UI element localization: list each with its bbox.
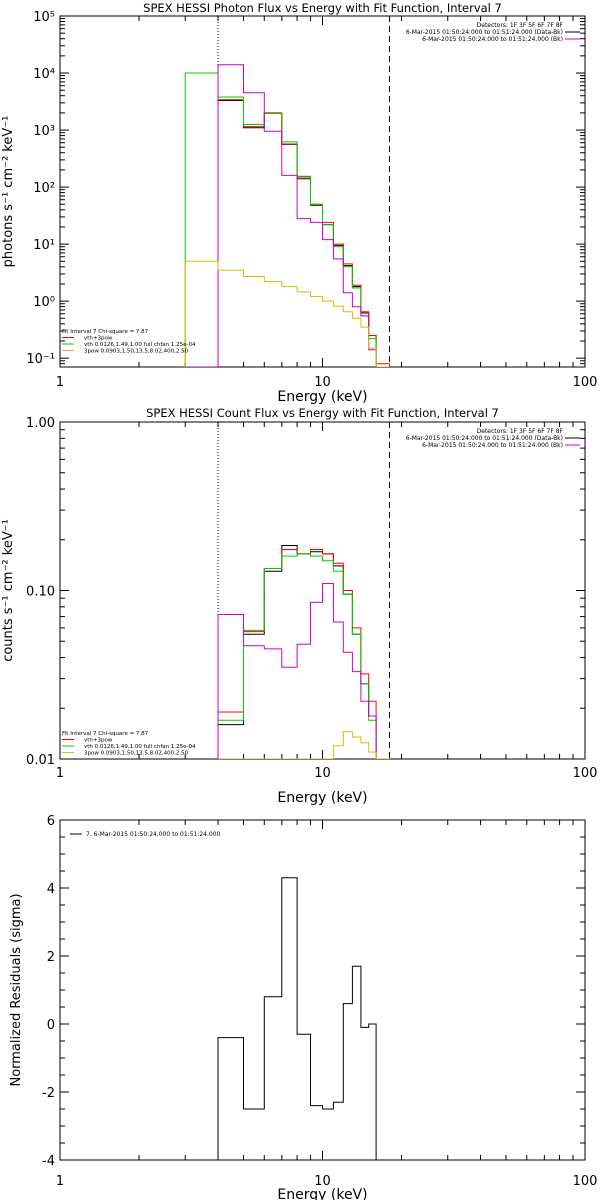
fit-line: Fit Interval 7 Chi-square = 7.87 <box>62 329 149 335</box>
series-line-3 <box>217 553 390 759</box>
x-tick-label: 1 <box>56 766 64 781</box>
y-tick-label: 0.10 <box>26 585 55 600</box>
info-line: Detectors: 1F 3F 5F 6F 7F 8F <box>477 22 564 29</box>
y-tick-label: 10¹ <box>33 238 55 253</box>
y-tick-label: 6 <box>47 814 55 829</box>
y-tick-label: 1.00 <box>26 416 55 431</box>
x-axis-label: Energy (keV) <box>277 389 367 405</box>
x-tick-label: 1 <box>56 1174 64 1189</box>
x-tick-label: 10 <box>314 375 331 390</box>
series-line-1 <box>217 877 377 1160</box>
x-tick-label: 1 <box>56 375 64 390</box>
y-tick-label: 10⁵ <box>33 10 55 25</box>
x-tick-label: 100 <box>573 1174 598 1189</box>
series-line-5 <box>218 731 390 759</box>
series-line-4 <box>185 64 390 367</box>
y-tick-label: 0.01 <box>26 753 55 768</box>
x-axis-label: Energy (keV) <box>277 1187 367 1200</box>
fit-line: Fit Interval 7 Chi-square = 7.87 <box>62 731 149 737</box>
fit-line: vth 0.0126,1.49,1.00 full chfan 1.25e-04 <box>84 342 196 348</box>
y-axis-label: Normalized Residuals (sigma) <box>9 893 24 1086</box>
series-line-4 <box>217 583 390 759</box>
chart-1: SPEX HESSI Photon Flux vs Energy with Fi… <box>1 1 597 405</box>
y-tick-label: 2 <box>47 950 55 965</box>
chart-title: SPEX HESSI Count Flux vs Energy with Fit… <box>146 406 499 420</box>
y-axis-label: counts s⁻¹ cm⁻² keV⁻¹ <box>1 519 16 662</box>
fit-line: 3pow 0.0903,1.50,13.5,8.02,400,2.50 <box>84 349 189 355</box>
y-tick-label: 10³ <box>33 124 55 139</box>
series-line-3 <box>184 72 390 367</box>
y-tick-label: 4 <box>47 882 55 897</box>
plot-frame <box>59 15 586 368</box>
x-tick-label: 10 <box>314 766 331 781</box>
y-tick-label: 10⁻¹ <box>26 352 55 367</box>
info-line: 6-Mar-2015 01:50:24.000 to 01:51:24.000 … <box>406 435 563 442</box>
info-line: 6-Mar-2015 01:50:24.000 to 01:51:24.000 … <box>422 442 563 449</box>
series-line-5 <box>184 260 390 367</box>
info-line: 6-Mar-2015 01:50:24.000 to 01:51:24.000 … <box>422 36 563 43</box>
fit-line: vth+3pow <box>84 738 113 744</box>
y-axis-label: photons s⁻¹ cm⁻² keV⁻¹ <box>1 116 16 268</box>
y-tick-label: 0 <box>47 1018 55 1033</box>
y-tick-label: 10⁰ <box>33 295 55 310</box>
series-line-1 <box>185 100 390 367</box>
info-line: Detectors: 1F 3F 5F 6F 7F 8F <box>477 428 564 435</box>
fit-line: vth+3pow <box>84 336 113 342</box>
x-tick-label: 10 <box>314 1174 331 1189</box>
legend-text: 7. 6-Mar-2015 01:50:24.000 to 01:51:24.0… <box>86 831 221 838</box>
y-tick-label: 10² <box>33 181 55 196</box>
fit-line: vth 0.0126,1.49,1.00 full chfan 1.25e-04 <box>84 744 196 750</box>
x-tick-label: 100 <box>573 766 598 781</box>
chart-2: SPEX HESSI Count Flux vs Energy with Fit… <box>1 406 597 806</box>
x-tick-label: 100 <box>573 375 598 390</box>
chart-title: SPEX HESSI Photon Flux vs Energy with Fi… <box>143 1 502 15</box>
info-line: 6-Mar-2015 01:50:24.000 to 01:51:24.000 … <box>406 29 563 36</box>
chart-3: 1 10 100 -4 -2 0 2 4 6 Energy (keV) Normalized Res… <box>9 814 597 1200</box>
x-axis-label: Energy (keV) <box>277 790 367 806</box>
series-line-2 <box>185 99 390 367</box>
fit-line: 3pow 0.0903,1.50,13.5,8.02,400,2.50 <box>84 751 189 757</box>
y-tick-label: -2 <box>42 1086 55 1101</box>
y-tick-label: -4 <box>42 1154 55 1169</box>
y-tick-label: 10⁴ <box>33 67 55 82</box>
